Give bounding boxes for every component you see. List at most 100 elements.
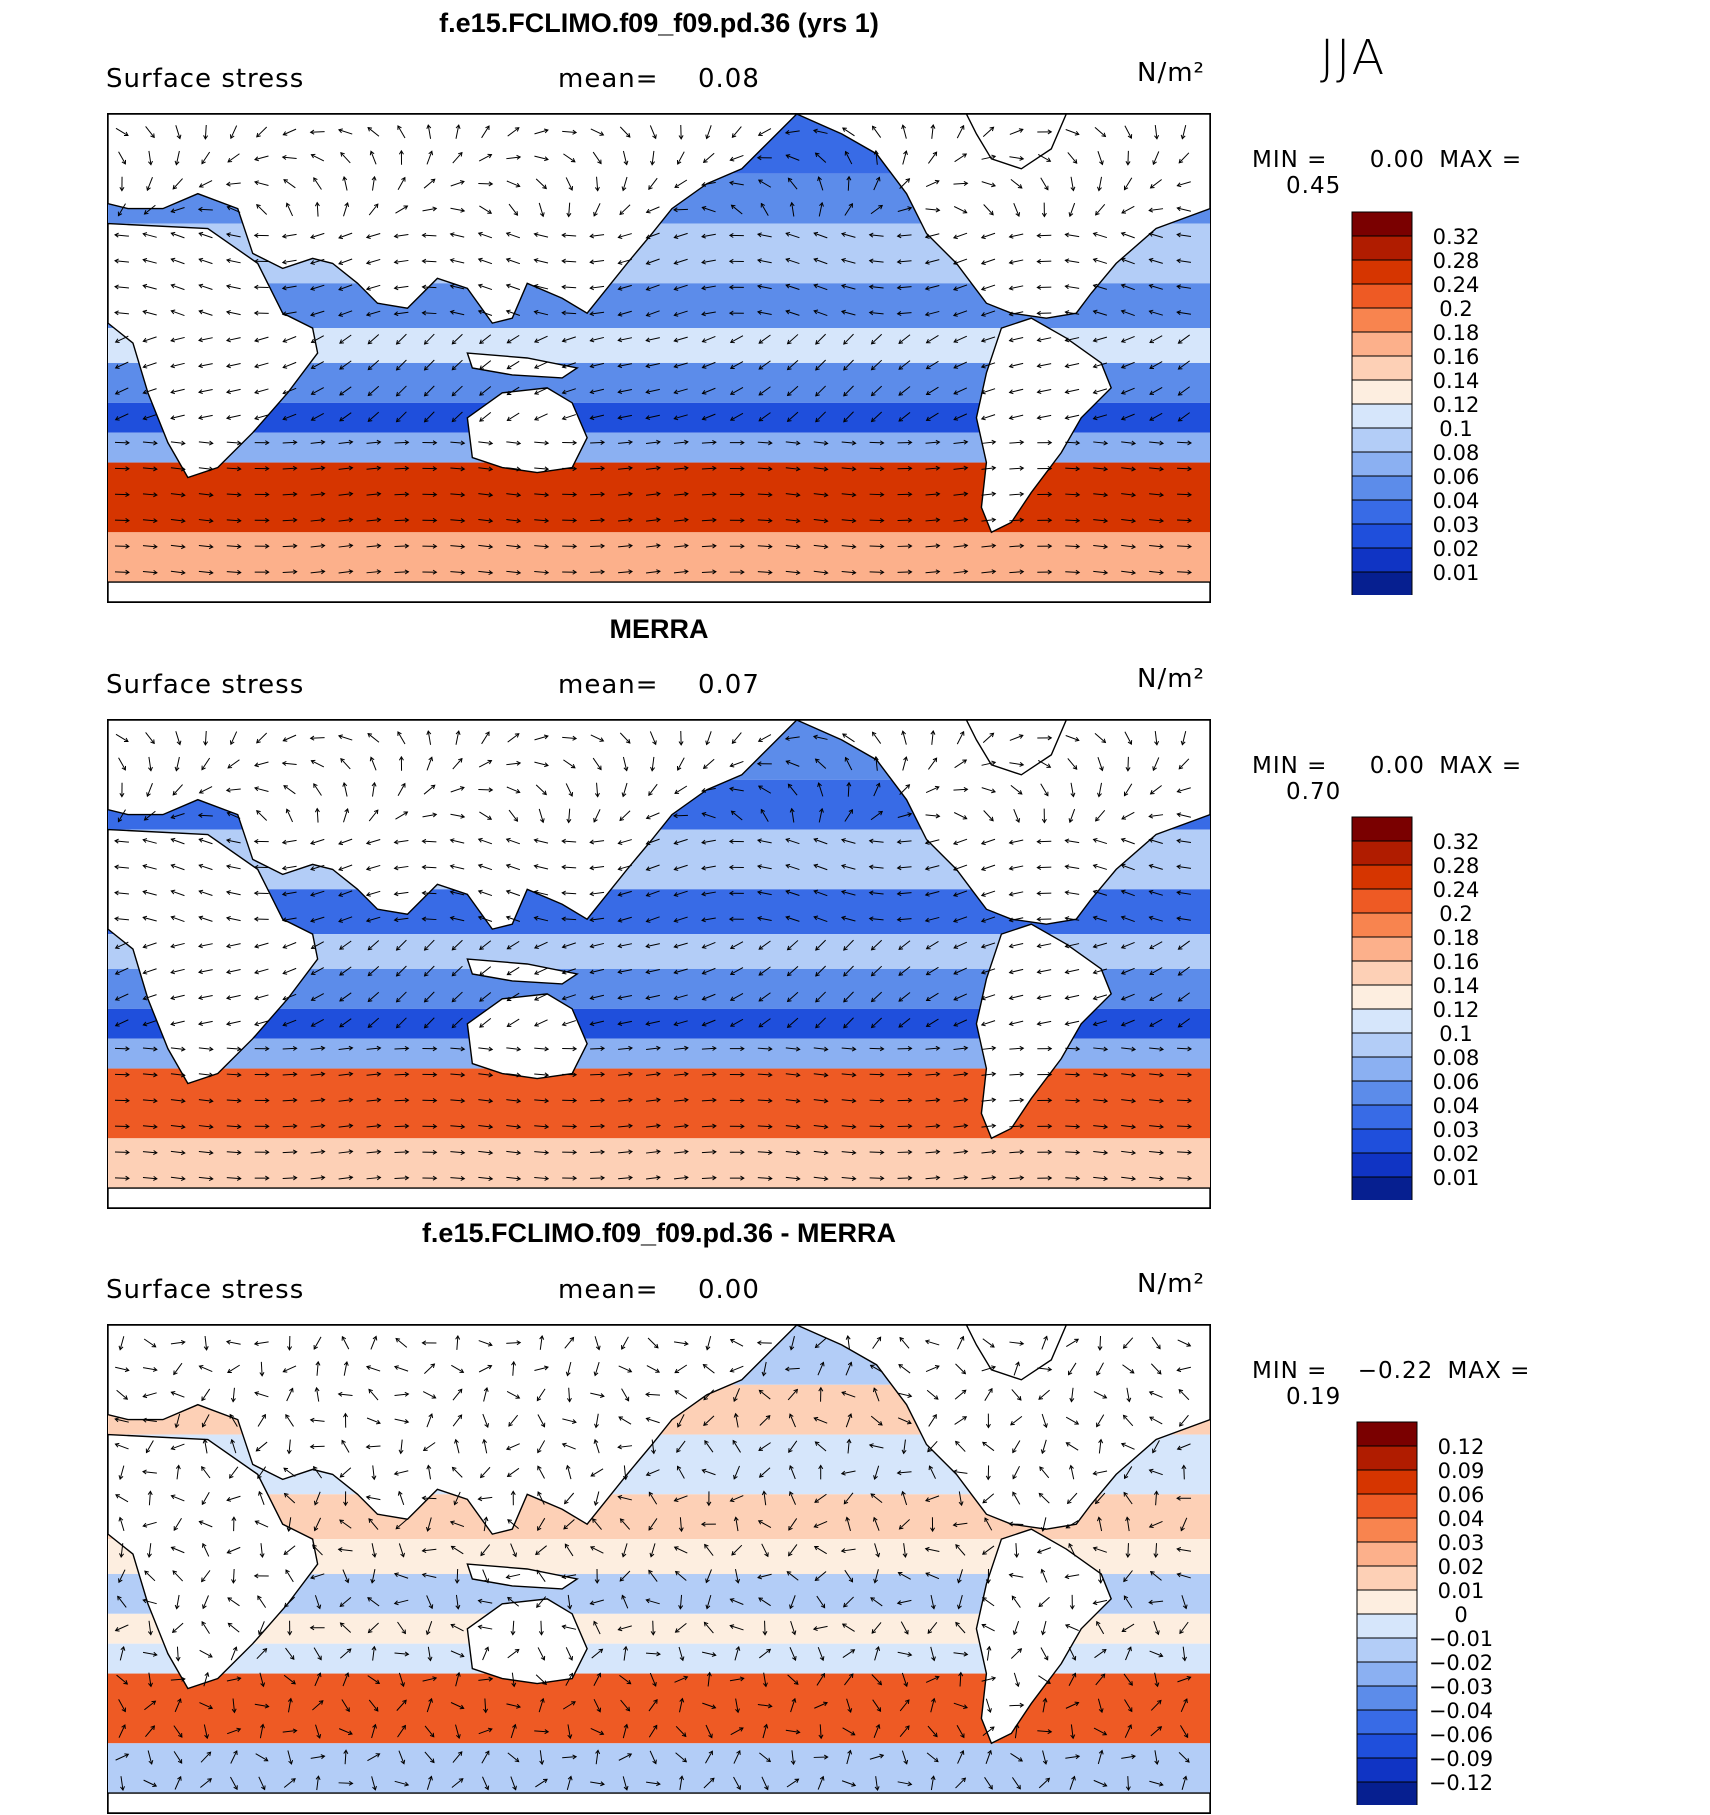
vector-arrow — [314, 1672, 321, 1687]
vector-arrowhead — [561, 969, 567, 975]
vector-arrowhead — [843, 997, 848, 1003]
vector-arrowhead — [823, 1701, 828, 1707]
vector-arrow — [1069, 808, 1076, 823]
vector-arrow — [366, 258, 381, 264]
vector-arrowhead — [823, 492, 829, 498]
vector-arrowhead — [285, 808, 291, 814]
vector-arrow — [450, 259, 465, 264]
vector-arrowhead — [533, 390, 539, 395]
vector-arrowhead — [875, 176, 881, 182]
vector-arrowhead — [617, 363, 623, 369]
vector-arrow — [677, 151, 685, 165]
vector-arrow — [478, 1625, 493, 1630]
vector-arrowhead — [767, 1046, 773, 1052]
vector-arrowhead — [847, 1413, 853, 1419]
vector-arrowhead — [310, 286, 315, 291]
vector-arrow — [534, 1073, 549, 1076]
vector-arrow — [450, 1151, 465, 1154]
vector-arrowhead — [253, 838, 259, 844]
panel1-min-value: 0.00 — [1369, 147, 1425, 173]
vector-arrow — [422, 1497, 437, 1500]
vector-arrowhead — [561, 890, 566, 896]
vector-arrowhead — [505, 309, 511, 315]
vector-arrow — [735, 1413, 739, 1428]
vector-arrow — [341, 1440, 350, 1453]
vector-arrow — [925, 208, 940, 211]
vector-arrow — [733, 1465, 740, 1480]
vector-arrowhead — [1103, 1150, 1109, 1156]
vector-arrowhead — [600, 517, 606, 523]
vector-arrow — [480, 1544, 491, 1556]
vector-arrowhead — [934, 179, 940, 185]
vector-arrowhead — [236, 1175, 242, 1181]
vector-arrow — [953, 1652, 968, 1656]
vector-arrow — [841, 1470, 856, 1475]
vector-arrowhead — [198, 389, 203, 395]
vector-arrowhead — [733, 1474, 738, 1480]
vector-arrow — [171, 232, 185, 239]
vector-arrow — [791, 202, 795, 217]
vector-arrow — [256, 1648, 267, 1660]
vector-arrow — [368, 203, 379, 216]
vector-arrowhead — [402, 1699, 407, 1705]
vector-arrowhead — [1015, 1682, 1020, 1688]
vector-arrowhead — [198, 943, 203, 949]
vector-arrow — [456, 1568, 459, 1583]
vector-arrowhead — [310, 759, 316, 765]
vector-arrow — [1038, 1493, 1050, 1504]
vector-arrow — [1123, 1570, 1133, 1582]
vector-arrowhead — [125, 1149, 130, 1155]
vector-arrowhead — [598, 1648, 604, 1654]
vector-arrowhead — [320, 465, 326, 471]
vector-arrowhead — [1047, 569, 1053, 575]
vector-arrowhead — [282, 737, 288, 742]
vector-arrowhead — [1182, 1604, 1188, 1610]
vector-arrow — [788, 1518, 798, 1531]
vector-arrow — [729, 1677, 744, 1682]
vector-arrow — [1177, 813, 1191, 818]
vector-arrowhead — [395, 391, 401, 397]
vector-arrow — [701, 787, 716, 792]
vector-arrow — [928, 151, 937, 164]
vector-arrowhead — [991, 1071, 997, 1077]
vector-arrowhead — [1012, 1491, 1017, 1497]
vector-arrow — [368, 809, 379, 822]
vector-arrow — [674, 362, 688, 368]
panel1-max-label: MAX = — [1439, 147, 1523, 173]
vector-arrowhead — [403, 205, 409, 210]
vector-arrowhead — [795, 492, 801, 498]
vector-arrowhead — [425, 1630, 431, 1636]
vector-arrowhead — [208, 440, 214, 446]
colorbar-swatch — [1351, 427, 1413, 453]
vector-arrow — [898, 940, 911, 950]
vector-arrowhead — [170, 837, 176, 843]
vector-arrow — [201, 151, 211, 164]
vector-arrowhead — [705, 1578, 710, 1584]
vector-arrowhead — [230, 1438, 236, 1444]
vector-arrow — [1124, 125, 1132, 139]
vector-arrow — [1122, 1364, 1135, 1374]
vector-arrowhead — [1186, 1342, 1192, 1347]
vector-arrow — [869, 260, 884, 263]
vector-arrowhead — [848, 202, 853, 208]
vector-arrowhead — [1187, 518, 1192, 524]
vector-arrowhead — [740, 1123, 745, 1129]
vector-arrowhead — [1120, 863, 1126, 869]
vector-arrowhead — [786, 417, 792, 423]
vector-arrow — [366, 1047, 381, 1050]
vector-arrowhead — [907, 1071, 913, 1077]
vector-arrowhead — [282, 1021, 288, 1027]
vector-arrowhead — [544, 1175, 550, 1181]
vector-arrowhead — [533, 889, 539, 895]
vector-arrow — [397, 1725, 406, 1738]
vector-arrow — [897, 207, 912, 212]
vector-arrow — [925, 467, 940, 470]
vector-arrowhead — [1047, 1175, 1053, 1181]
vector-arrow — [1037, 1020, 1052, 1025]
vector-arrowhead — [873, 149, 879, 155]
vector-arrow — [649, 1750, 657, 1764]
vector-arrow — [1149, 493, 1164, 496]
vector-arrowhead — [511, 1682, 517, 1688]
vector-arrowhead — [340, 757, 345, 763]
vector-arrowhead — [404, 491, 410, 497]
